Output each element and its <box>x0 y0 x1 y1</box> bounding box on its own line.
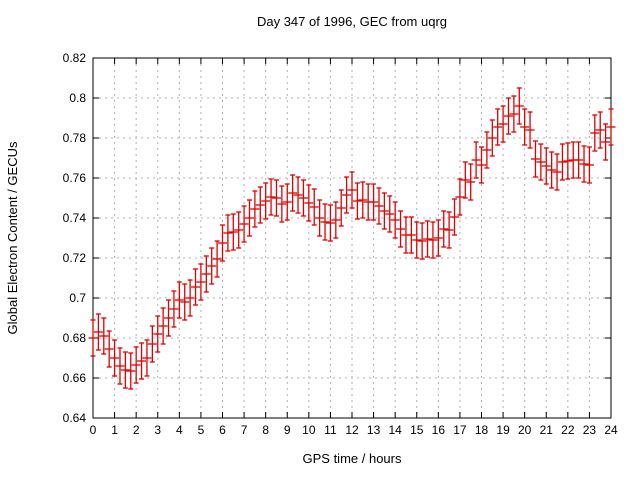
svg-text:0.8: 0.8 <box>69 91 86 105</box>
svg-text:9: 9 <box>284 423 291 437</box>
svg-text:22: 22 <box>561 423 575 437</box>
svg-text:0.72: 0.72 <box>63 251 87 265</box>
svg-text:8: 8 <box>262 423 269 437</box>
svg-text:0.68: 0.68 <box>63 331 87 345</box>
y-axis-label: Global Electron Content / GECUs <box>5 141 20 334</box>
x-axis-label: GPS time / hours <box>303 451 402 466</box>
svg-text:0.66: 0.66 <box>63 371 87 385</box>
chart-title: Day 347 of 1996, GEC from uqrg <box>257 14 447 29</box>
svg-text:15: 15 <box>410 423 424 437</box>
x-tick-labels: 0 1 2 3 4 5 6 7 8 9 10 11 12 13 14 15 16 17 18 19 20 21 22 23 24 <box>90 423 618 437</box>
svg-text:0.64: 0.64 <box>63 411 87 425</box>
labels: Day 347 of 1996, GEC from uqrg GPS time /… <box>5 14 447 466</box>
svg-text:20: 20 <box>518 423 532 437</box>
svg-text:11: 11 <box>324 423 337 437</box>
y-tick-labels: 0.64 0.66 0.68 0.7 0.72 0.74 0.76 0.78 0.8 0.82 <box>63 51 87 425</box>
svg-text:10: 10 <box>302 423 316 437</box>
svg-text:0.82: 0.82 <box>63 51 87 65</box>
svg-text:23: 23 <box>583 423 597 437</box>
svg-text:0.76: 0.76 <box>63 171 87 185</box>
svg-text:14: 14 <box>388 423 402 437</box>
series-GEC <box>88 87 616 390</box>
svg-text:5: 5 <box>198 423 205 437</box>
svg-text:4: 4 <box>176 423 183 437</box>
svg-text:3: 3 <box>154 423 161 437</box>
svg-text:1: 1 <box>111 423 118 437</box>
svg-text:12: 12 <box>345 423 359 437</box>
svg-text:6: 6 <box>219 423 226 437</box>
svg-text:0.74: 0.74 <box>63 211 87 225</box>
svg-text:21: 21 <box>540 423 554 437</box>
svg-text:13: 13 <box>367 423 381 437</box>
svg-text:16: 16 <box>432 423 446 437</box>
svg-text:18: 18 <box>475 423 489 437</box>
svg-text:19: 19 <box>496 423 510 437</box>
svg-text:7: 7 <box>241 423 248 437</box>
svg-text:0.78: 0.78 <box>63 131 87 145</box>
svg-text:2: 2 <box>133 423 140 437</box>
axes <box>92 57 612 419</box>
svg-text:24: 24 <box>604 423 618 437</box>
grid-lines <box>93 58 611 418</box>
svg-text:0: 0 <box>90 423 97 437</box>
svg-text:17: 17 <box>453 423 467 437</box>
svg-text:0.7: 0.7 <box>69 291 86 305</box>
